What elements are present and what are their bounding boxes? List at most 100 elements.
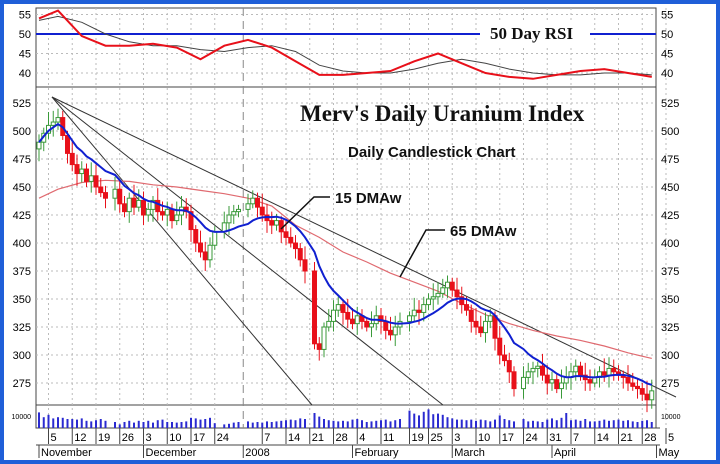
- candle: [326, 309, 332, 332]
- candle-body: [354, 315, 360, 325]
- candle: [50, 110, 56, 137]
- candle: [69, 141, 75, 172]
- candle-body: [540, 365, 545, 376]
- candle-body: [435, 292, 441, 298]
- candle: [46, 111, 51, 139]
- candle-body: [136, 199, 142, 208]
- x-day-label: 28: [644, 432, 656, 444]
- candle-body: [525, 371, 531, 378]
- candle: [350, 307, 355, 330]
- candle: [383, 315, 389, 340]
- rsi-line: [38, 9, 652, 80]
- x-day-label: 5: [51, 432, 57, 444]
- candle: [506, 352, 512, 383]
- candle-body: [445, 281, 450, 289]
- x-day-label: 17: [502, 432, 514, 444]
- candle: [459, 286, 465, 314]
- candle: [540, 353, 545, 381]
- candle: [321, 322, 327, 358]
- candle: [430, 283, 436, 311]
- price-tick-right: 325: [661, 322, 679, 334]
- x-day-label: 10: [478, 432, 490, 444]
- candle: [236, 204, 241, 218]
- price-tick-left: 500: [13, 126, 31, 138]
- candle: [407, 311, 412, 332]
- candle-body: [84, 168, 89, 182]
- candle-body: [625, 376, 631, 384]
- x-day-label: 11: [383, 432, 394, 444]
- price-tick-right: 300: [661, 350, 679, 362]
- candle-body: [150, 199, 156, 210]
- candle-body: [478, 326, 484, 334]
- candle-body: [297, 248, 303, 261]
- x-month-label: 2008: [245, 447, 269, 459]
- candle: [98, 178, 104, 198]
- price-tick-right: 350: [661, 294, 679, 306]
- trendline: [51, 96, 444, 406]
- candle-body: [407, 315, 412, 322]
- candle: [55, 108, 61, 130]
- candle-body: [274, 220, 279, 226]
- x-day-label: 24: [217, 432, 229, 444]
- candle: [364, 316, 370, 332]
- ma15-leader-line: [280, 196, 330, 230]
- candle: [525, 362, 531, 385]
- price-tick-left: 475: [13, 154, 31, 166]
- candle: [411, 297, 417, 323]
- candle-body: [483, 320, 488, 334]
- price-axis: 525 525 500 500 475 475 450 450 425 425 400 400 375 3…: [12, 98, 681, 421]
- price-tick-right: 500: [661, 126, 679, 138]
- candle: [245, 193, 251, 218]
- candle: [164, 201, 170, 227]
- candle-body: [421, 304, 427, 313]
- price-tick-left: 450: [13, 182, 31, 194]
- candle: [421, 296, 427, 322]
- trendline: [51, 96, 677, 398]
- ma65-line: [38, 179, 652, 359]
- rsi-tick-right: 50: [661, 29, 673, 41]
- candle: [202, 241, 208, 271]
- candle-body: [635, 385, 640, 390]
- candle-body: [611, 367, 617, 373]
- candle-body: [245, 203, 251, 210]
- price-tick-left: 300: [13, 350, 31, 362]
- ma65-leader-line: [399, 229, 445, 278]
- candle: [312, 262, 317, 350]
- candle: [36, 134, 42, 162]
- candle: [511, 366, 517, 397]
- candle: [278, 216, 284, 243]
- candle-body: [312, 270, 317, 345]
- candle-body: [231, 211, 237, 216]
- candle-body: [326, 320, 332, 328]
- candle-body: [131, 197, 137, 208]
- candle: [88, 162, 94, 193]
- candle: [587, 369, 593, 391]
- candle: [316, 337, 322, 361]
- candle: [388, 316, 393, 341]
- candle: [454, 277, 460, 310]
- chart-title: Merv's Daily Uranium Index: [300, 101, 585, 126]
- candle: [297, 243, 303, 267]
- candle: [255, 192, 260, 218]
- candle-body: [255, 197, 260, 208]
- x-day-label: 12: [74, 432, 86, 444]
- chart-subtitle: Daily Candlestick Chart: [348, 144, 516, 161]
- candle: [468, 304, 474, 333]
- price-tick-right: 525: [661, 98, 679, 110]
- candle-body: [521, 376, 526, 390]
- candle: [549, 371, 555, 391]
- candle: [331, 300, 336, 332]
- candle: [578, 361, 583, 381]
- candle: [136, 189, 142, 212]
- candle: [497, 325, 503, 364]
- rsi-tick-left: 45: [19, 49, 31, 61]
- candle-body: [93, 175, 99, 188]
- candle-body: [644, 393, 650, 401]
- candle-body: [69, 152, 75, 166]
- candle-body: [331, 309, 336, 322]
- candle-body: [601, 371, 607, 376]
- candle-body: [50, 121, 56, 126]
- x-day-label: 10: [169, 432, 181, 444]
- candle-body: [202, 251, 208, 261]
